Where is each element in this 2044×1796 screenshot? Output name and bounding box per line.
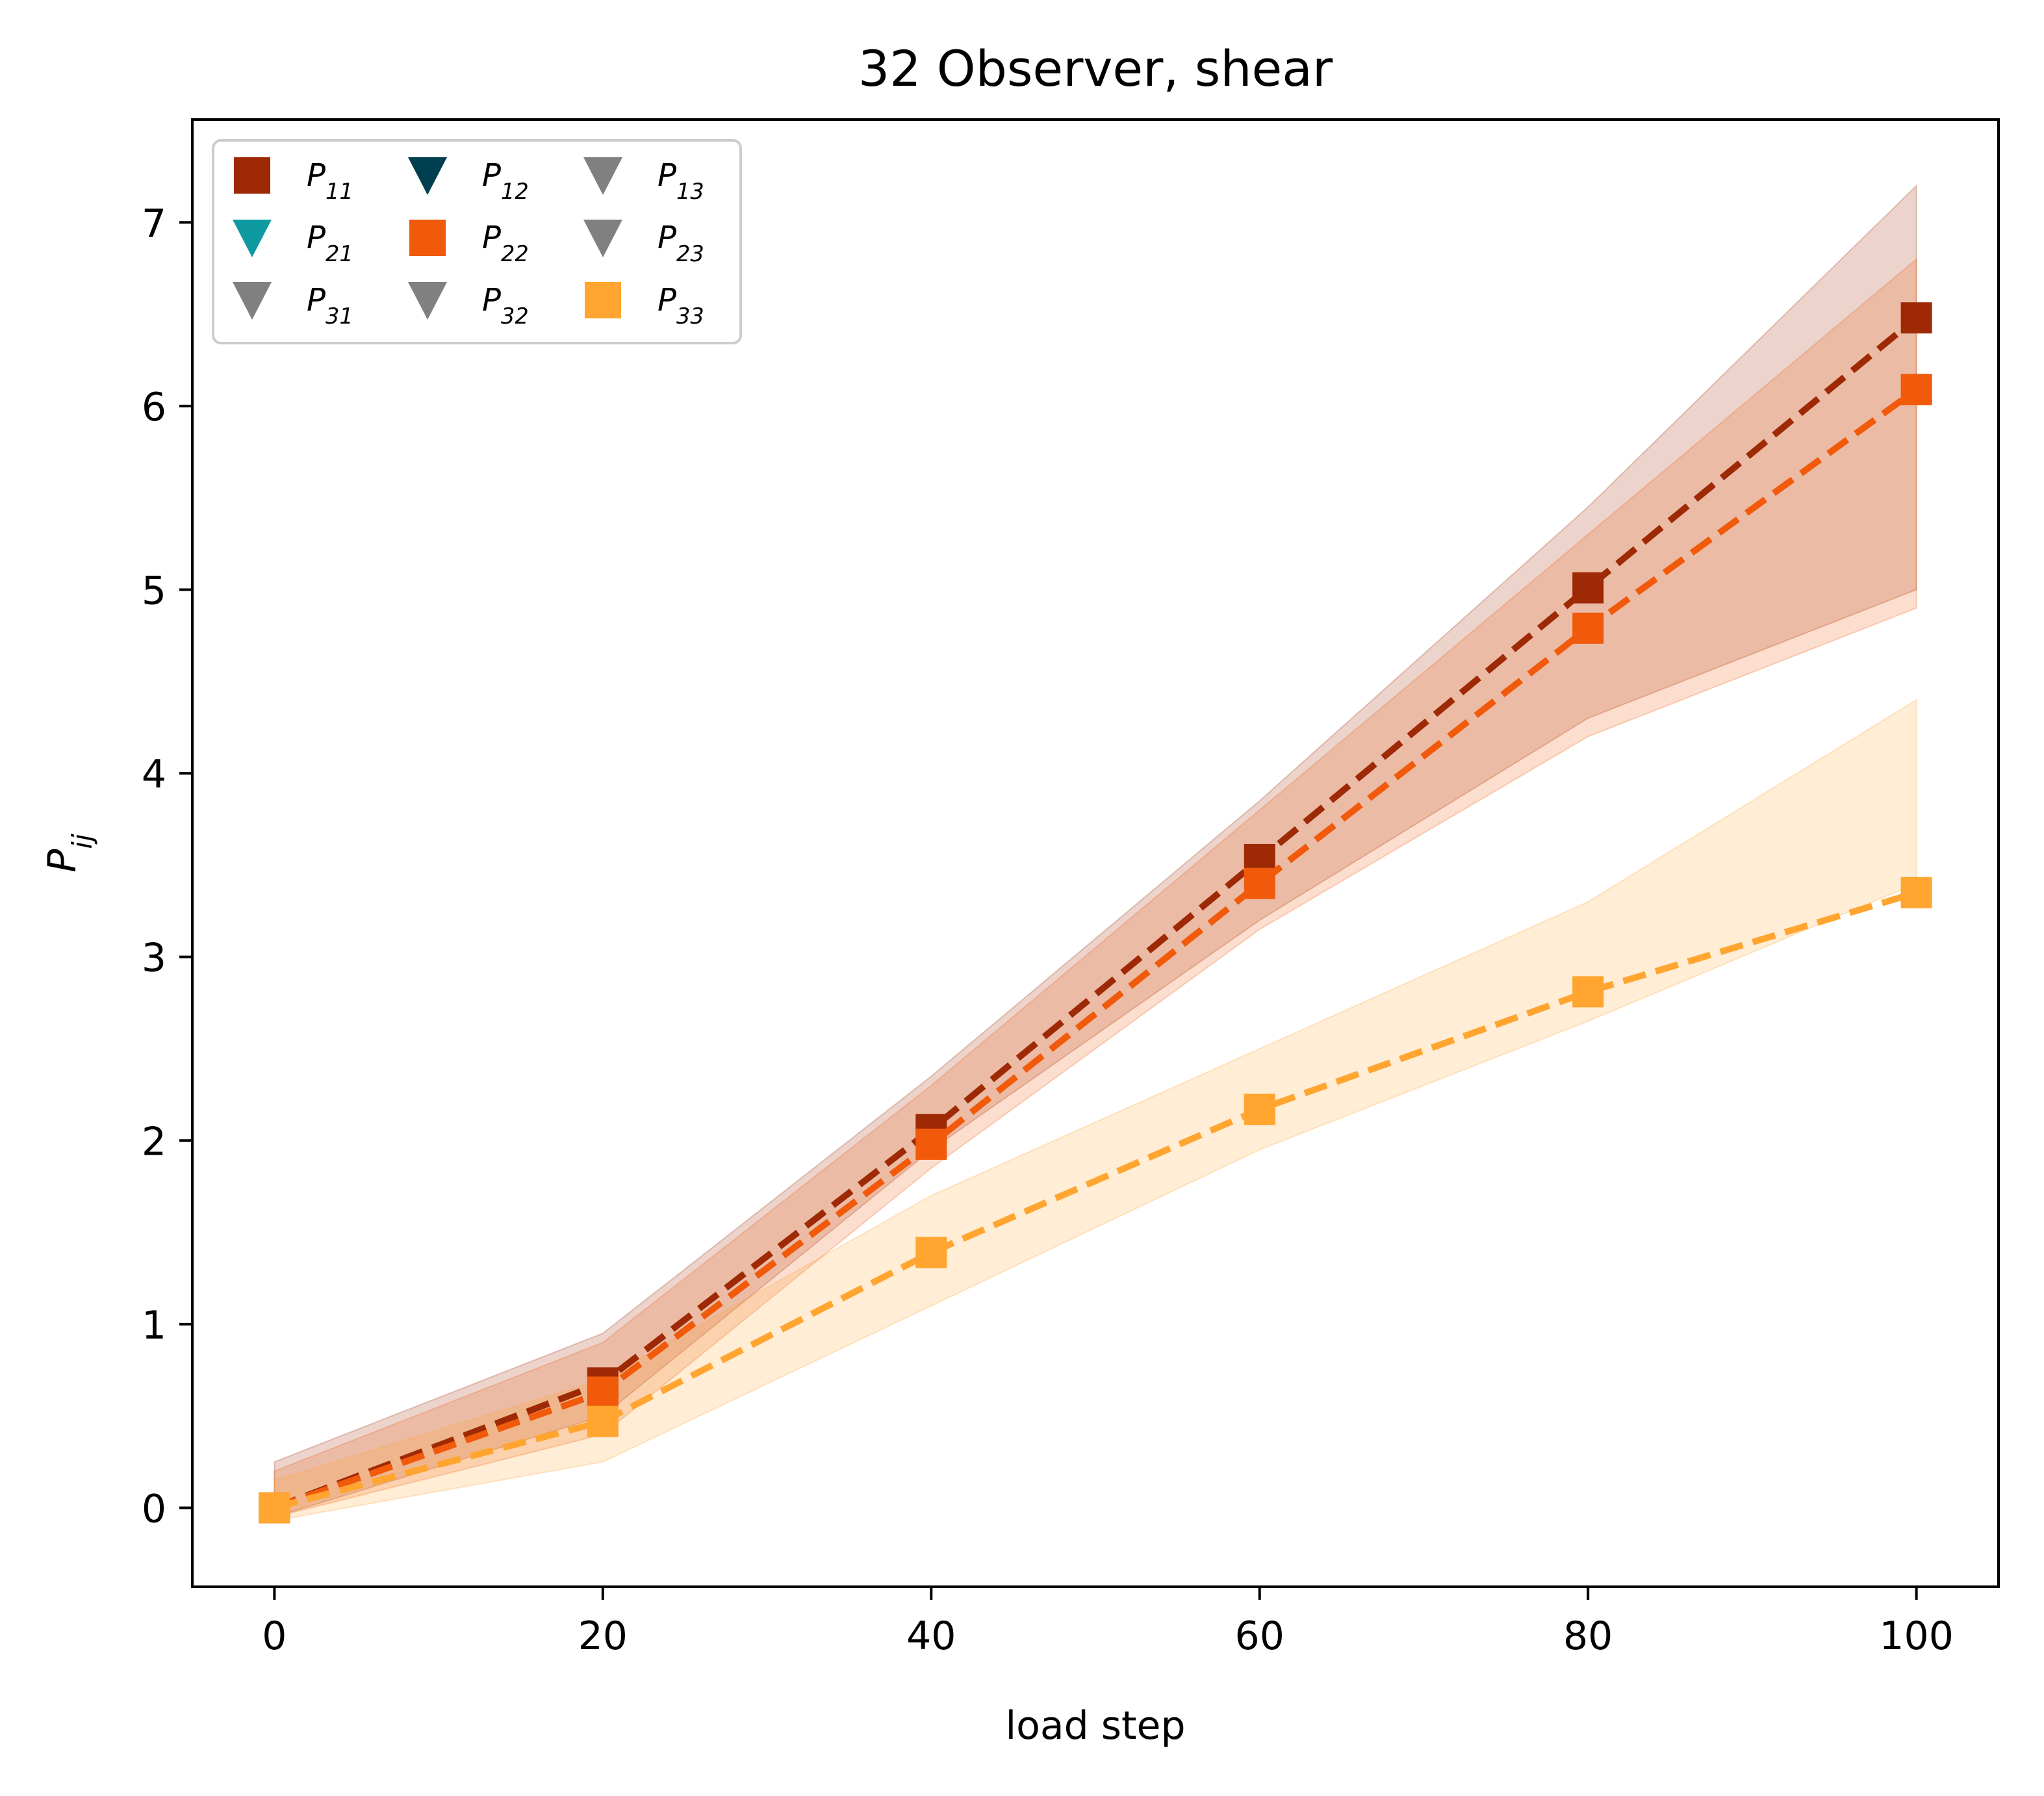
y-tick-label: 5 — [142, 568, 166, 613]
legend-label: P21 — [307, 220, 353, 266]
plot-frame — [191, 118, 2000, 1588]
x-tick-label: 0 — [262, 1613, 287, 1659]
marker — [915, 1237, 947, 1268]
legend-label: P32 — [482, 282, 529, 329]
y-tick-label: 3 — [142, 936, 166, 981]
legend-label: P31 — [307, 282, 353, 329]
marker — [1244, 867, 1275, 899]
x-axis-label: load step — [1005, 1703, 1185, 1749]
line — [274, 889, 1918, 1511]
y-tick-label: 1 — [142, 1303, 166, 1348]
line — [273, 315, 1919, 1511]
y-tick-label: 6 — [142, 385, 166, 430]
x-tick-label: 60 — [1235, 1613, 1284, 1659]
x-tick-label: 40 — [906, 1613, 956, 1659]
marker — [1572, 976, 1604, 1008]
marker — [587, 1376, 619, 1408]
legend-label: P22 — [482, 220, 529, 266]
marker — [1900, 302, 1932, 334]
legend-marker — [583, 157, 622, 195]
legend-marker — [585, 282, 621, 318]
y-tick-label: 0 — [142, 1486, 166, 1532]
marker — [915, 1128, 947, 1160]
x-tick-label: 100 — [1879, 1613, 1954, 1659]
legend-label: P11 — [307, 157, 353, 204]
legend-label: P33 — [658, 282, 704, 329]
legend-label: P12 — [482, 157, 529, 204]
legend — [212, 139, 742, 344]
legend-marker — [233, 282, 272, 320]
legend-marker — [408, 282, 447, 320]
marker — [1900, 877, 1932, 908]
marker — [587, 1405, 619, 1437]
marker — [1900, 374, 1932, 405]
legend-marker — [583, 220, 622, 257]
marker — [1572, 572, 1604, 604]
y-tick-label: 4 — [142, 752, 166, 797]
x-tick-label: 20 — [578, 1613, 628, 1659]
y-axis-label: Pij — [40, 834, 98, 873]
chart-title: 32 Observer, shear — [858, 40, 1333, 97]
marker — [1244, 1094, 1275, 1125]
legend-label: P13 — [658, 157, 704, 204]
plot-area — [259, 184, 1932, 1524]
y-tick-label: 7 — [142, 201, 166, 246]
line — [273, 387, 1919, 1511]
legend-marker — [233, 220, 272, 257]
legend-marker — [409, 220, 446, 256]
marker — [1572, 612, 1604, 644]
legend-label: P23 — [658, 220, 704, 266]
x-tick-label: 80 — [1563, 1613, 1613, 1659]
marker — [259, 1492, 290, 1524]
legend-marker — [408, 157, 447, 195]
y-tick-label: 2 — [142, 1119, 166, 1164]
legend-marker — [234, 157, 270, 194]
